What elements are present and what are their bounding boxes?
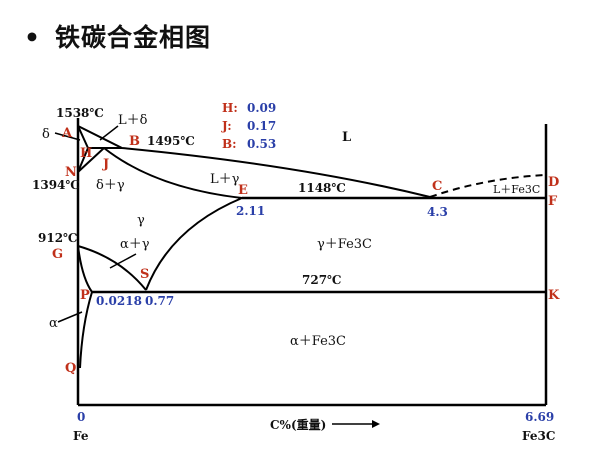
phase-alpha: α [49, 316, 58, 331]
point-a: A [61, 126, 73, 141]
phase-alpha-gamma: α＋γ [120, 237, 150, 252]
temp-1148: 1148℃ [298, 181, 346, 195]
ah-line [77, 125, 89, 149]
temp-1495: 1495℃ [147, 134, 195, 148]
gp-line [77, 245, 93, 293]
comp-end: 6.69 [525, 410, 554, 424]
slide-title: • 铁碳合金相图 [24, 18, 211, 54]
legend-h-key: H: [222, 101, 238, 115]
comp-s: 0.77 [145, 294, 174, 308]
point-c: C [432, 179, 442, 194]
pq-line [79, 291, 93, 369]
comp-c: 4.3 [427, 205, 448, 219]
point-h: H [80, 146, 92, 161]
delta-leader [54, 132, 81, 141]
cd-dashed-line [429, 174, 547, 198]
alpha-leader [57, 311, 83, 323]
point-g: G [52, 247, 63, 262]
phase-l: L [342, 130, 351, 145]
liquidus-line [77, 125, 431, 198]
phase-l-delta: L＋δ [118, 113, 148, 128]
point-n: N [65, 165, 77, 180]
axis-right-end: Fe3C [522, 429, 555, 443]
legend-h-value: 0.09 [247, 101, 276, 115]
jn-line [77, 147, 105, 173]
point-q: Q [65, 361, 76, 376]
temp-1394: 1394℃ [32, 178, 80, 192]
legend-b-key: B: [222, 137, 237, 151]
bullet-icon: • [24, 23, 41, 52]
legend-j-value: 0.17 [247, 119, 276, 133]
temp-727: 727℃ [302, 273, 341, 287]
phase-l-gamma: L＋γ [210, 172, 240, 187]
axis-left-end: Fe [73, 429, 89, 443]
hn-line [77, 147, 89, 173]
phase-gamma-fe3c: γ＋Fe3C [317, 237, 372, 252]
comp-e: 2.11 [236, 204, 265, 218]
xaxis-arrow-icon [372, 420, 380, 428]
point-e: E [238, 183, 248, 198]
ldelta-leader [99, 125, 119, 141]
comp-p: 0.0218 [96, 294, 142, 308]
gs-line [77, 245, 147, 291]
point-j: J [102, 157, 109, 172]
temp-912: 912℃ [38, 231, 77, 245]
je-solidus [103, 147, 243, 199]
comp-start: 0 [77, 410, 85, 424]
point-s: S [140, 267, 149, 282]
x-axis-label: C%(重量) [270, 417, 326, 432]
legend-j-key: J: [221, 119, 232, 133]
temp-1538: 1538℃ [56, 106, 104, 120]
phase-alpha-fe3c: α＋Fe3C [290, 334, 346, 349]
point-b: B [129, 134, 140, 149]
phase-delta: δ [42, 127, 50, 142]
phase-delta-gamma: δ＋γ [96, 178, 125, 193]
slide-title-text: 铁碳合金相图 [54, 23, 211, 52]
point-k: K [548, 288, 560, 303]
point-p: P [80, 288, 90, 303]
es-line [145, 197, 243, 291]
alpha-gamma-leader [109, 253, 137, 269]
point-d: D [548, 175, 559, 190]
phase-gamma: γ [137, 213, 145, 228]
phase-l-fe3c: L＋Fe3C [493, 183, 540, 196]
point-f: F [548, 194, 558, 209]
legend-b-value: 0.53 [247, 137, 276, 151]
